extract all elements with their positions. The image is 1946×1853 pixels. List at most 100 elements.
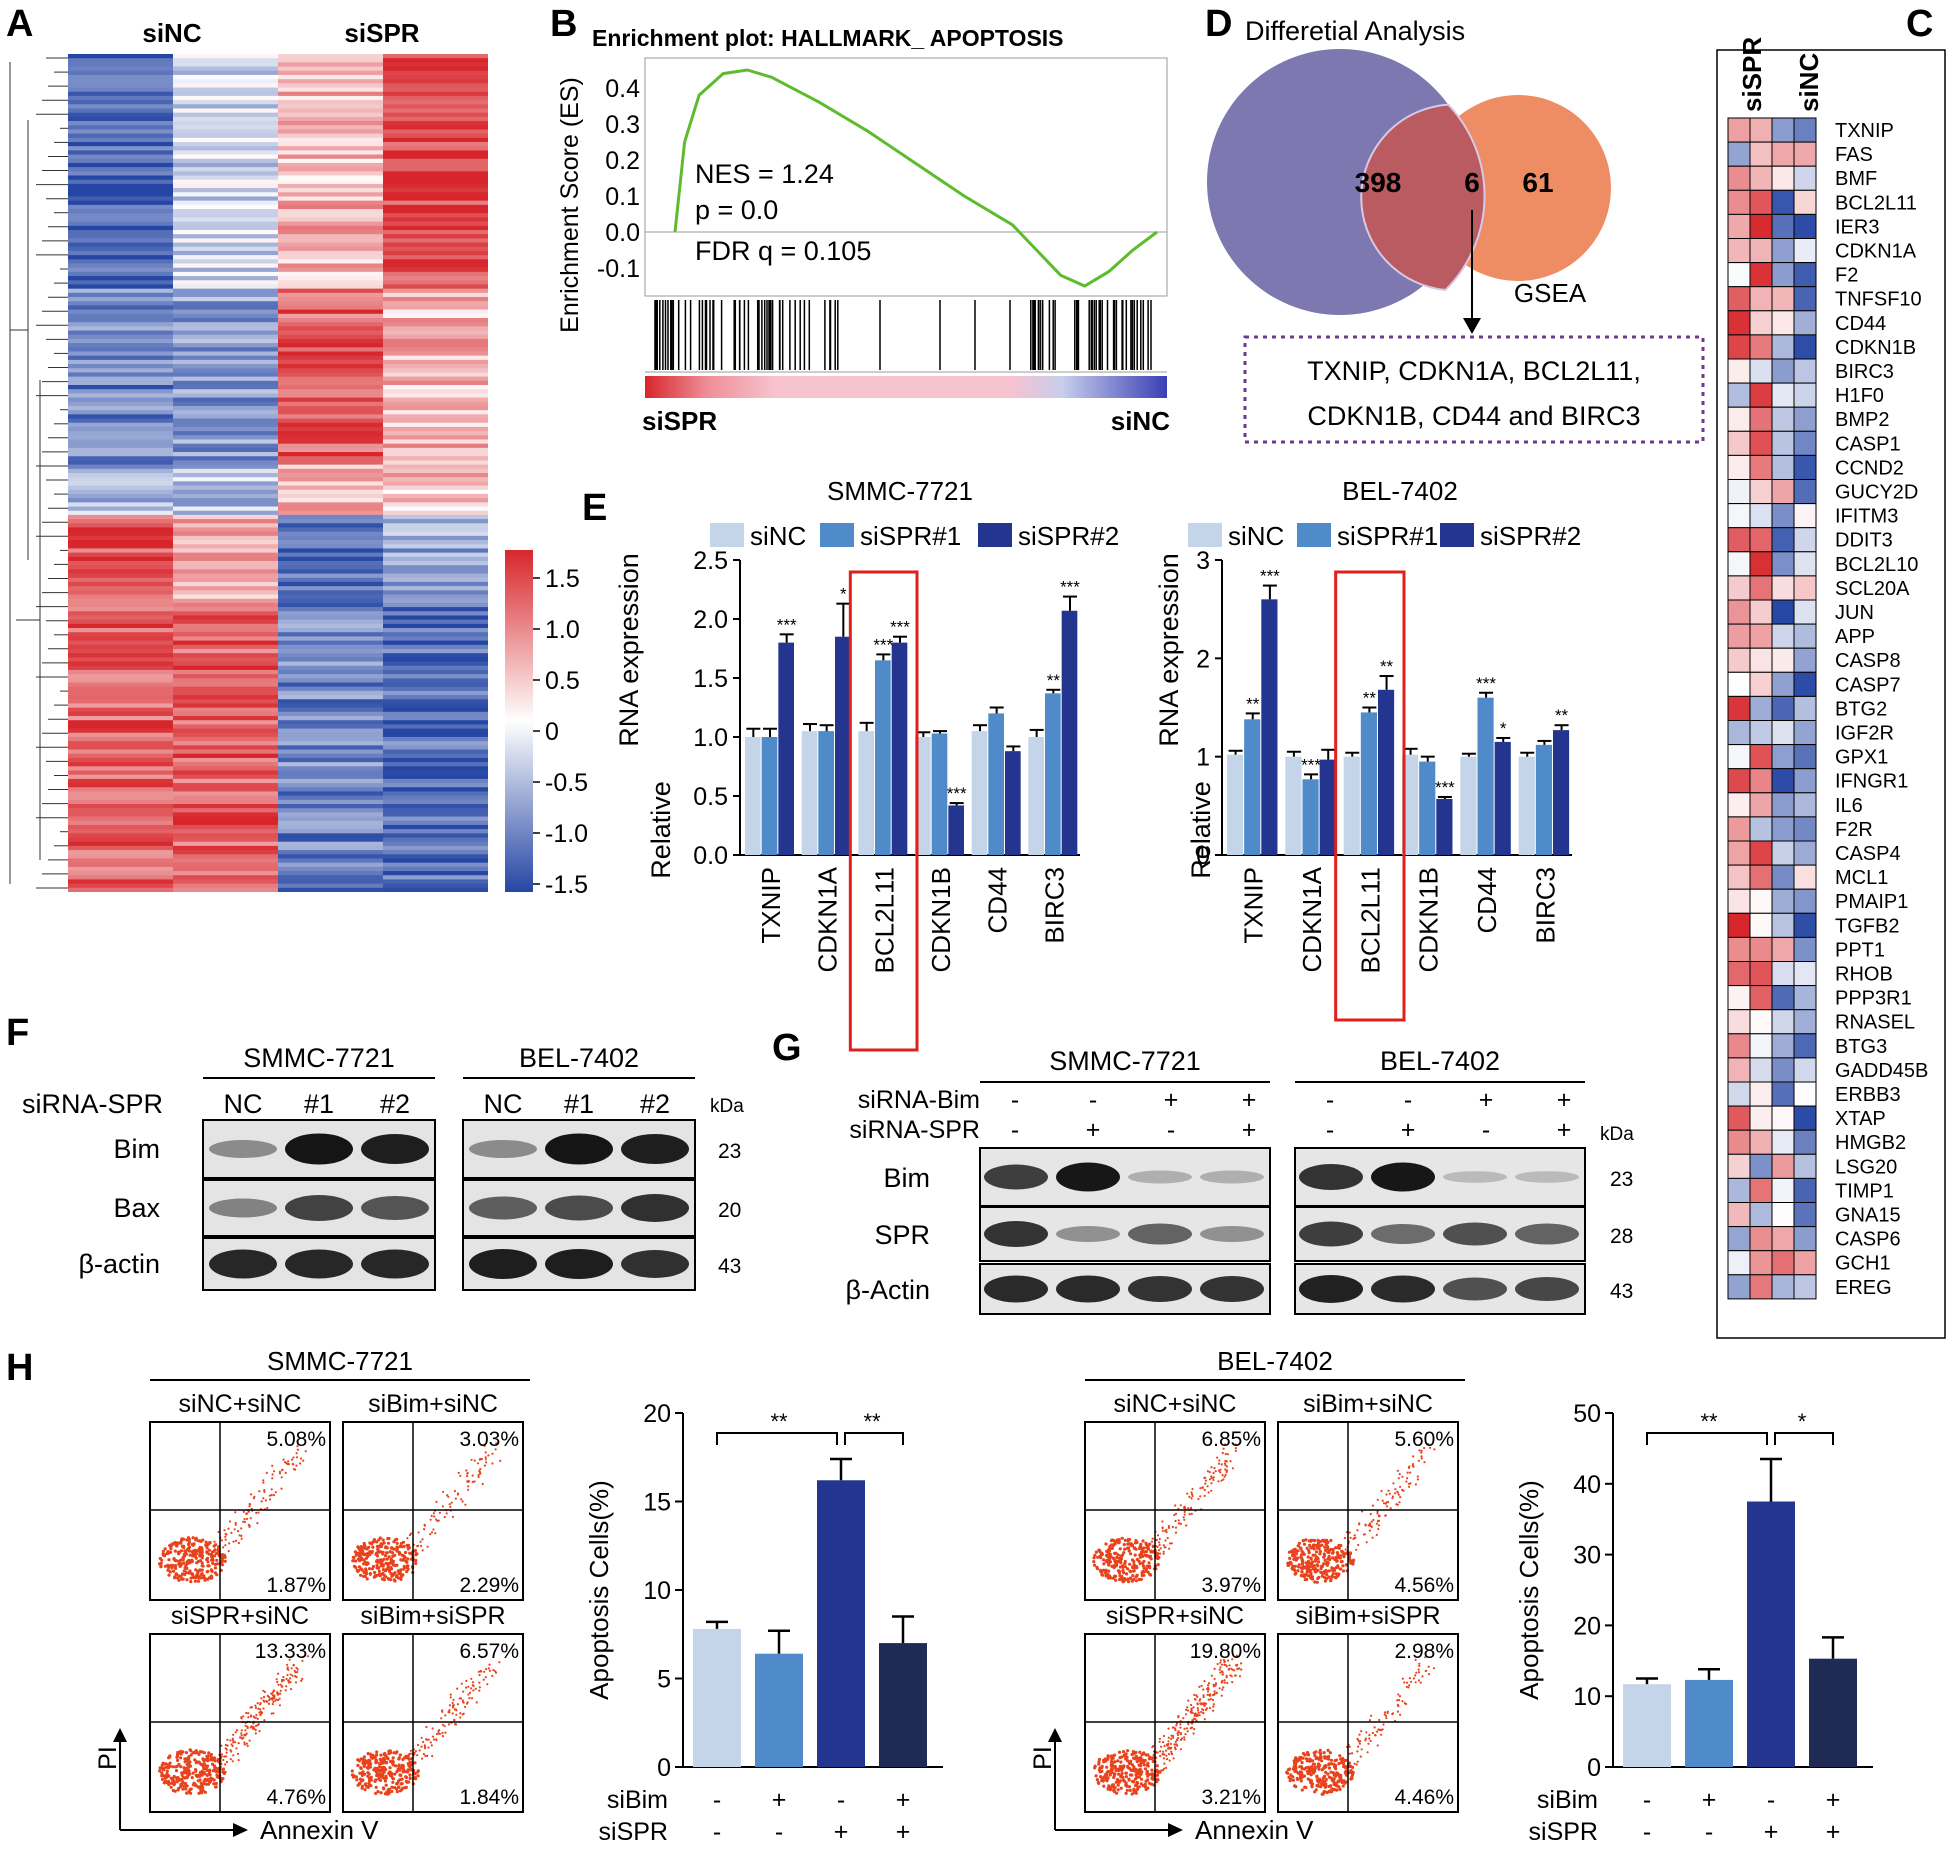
gene-heatmap-cell (1727, 647, 1751, 673)
flow-dot (1401, 1475, 1404, 1478)
flow-dot (1234, 1447, 1237, 1450)
flow-dot (214, 1766, 218, 1770)
legend-label: siSPR#2 (1480, 521, 1581, 551)
gene-label: CDKN1A (1835, 241, 1917, 263)
heatmap-cell (278, 640, 384, 646)
flow-dot (456, 1687, 459, 1690)
flow-dot (1134, 1541, 1138, 1545)
heatmap-cell (383, 418, 488, 424)
flow-dot (1178, 1522, 1181, 1525)
heatmap-cell (68, 322, 174, 327)
gene-heatmap-cell (1727, 936, 1751, 963)
gene-heatmap-cell (1793, 599, 1817, 625)
flow-dot (263, 1490, 266, 1493)
flow-dot (1116, 1569, 1121, 1573)
flow-dot (480, 1656, 483, 1659)
flow-dot (1138, 1544, 1143, 1548)
heatmap-cell (383, 527, 488, 533)
heatmap-cell (383, 766, 488, 772)
flow-dot (213, 1566, 218, 1570)
heatmap-cell (278, 695, 384, 700)
flow-dot (1162, 1544, 1165, 1547)
flow-dot (1301, 1756, 1305, 1760)
gene-label: BIRC3 (1835, 361, 1894, 383)
flow-dot (395, 1563, 399, 1567)
flow-dot (272, 1494, 276, 1497)
heatmap-cell (68, 887, 174, 892)
flow-dot (1172, 1757, 1175, 1760)
heatmap-cell (173, 456, 279, 462)
heatmap-cell (383, 297, 488, 302)
apoptosis-ytick-label: 10 (1573, 1683, 1601, 1711)
flow-dot (1134, 1789, 1138, 1793)
heatmap-cell (68, 121, 174, 126)
flow-dot (1126, 1577, 1130, 1581)
flow-dot (1102, 1784, 1106, 1788)
flow-dot (264, 1499, 267, 1502)
flow-dot (478, 1689, 481, 1692)
gene-label: RNASEL (1835, 1012, 1915, 1034)
flow-dot (1229, 1460, 1232, 1463)
flow-dot (1333, 1773, 1337, 1777)
heatmap-cell (278, 292, 384, 298)
heatmap-cell (383, 116, 488, 122)
heatmap-cell (68, 669, 174, 675)
flow-plot-label: siNC+siNC (1114, 1390, 1237, 1418)
flow-dot (207, 1548, 211, 1552)
flow-dot (1368, 1734, 1371, 1737)
flow-dot (391, 1554, 395, 1558)
flow-dot (1368, 1719, 1371, 1722)
flow-dot (1377, 1728, 1380, 1731)
gene-heatmap-cell (1793, 165, 1817, 191)
heatmap-cell (278, 200, 384, 206)
flow-q4-percent: 3.97% (1201, 1574, 1261, 1597)
flow-dot (1097, 1757, 1102, 1761)
flow-dot (222, 1546, 225, 1549)
flow-dot (1329, 1577, 1333, 1581)
gene-heatmap-cell (1727, 503, 1751, 529)
flow-dot (187, 1765, 191, 1769)
flow-dot (483, 1444, 486, 1447)
flow-dot (1221, 1679, 1224, 1682)
flow-dot (427, 1738, 430, 1741)
flow-dot (1401, 1700, 1404, 1703)
heatmap-cell (173, 548, 279, 554)
apoptosis-sign: - (1705, 1818, 1713, 1846)
heatmap-cell (68, 188, 174, 193)
heatmap-cell (173, 225, 279, 231)
gsea-left-label: siSPR (642, 406, 717, 436)
gene-label: PMAIP1 (1835, 891, 1908, 913)
heatmap-cell (278, 615, 384, 621)
qpcr-ytick-label: 1.0 (693, 724, 728, 752)
heatmap-cell (383, 799, 488, 805)
flow-dot (1143, 1758, 1147, 1763)
flow-dot (1132, 1559, 1136, 1564)
flow-dot (163, 1564, 167, 1568)
flow-dot (1332, 1762, 1336, 1766)
flow-dot (224, 1747, 227, 1750)
highlight-box-bcl2l11 (1334, 570, 1406, 1022)
flow-dot (459, 1474, 462, 1477)
flow-dot (184, 1563, 188, 1567)
heatmap-cell (278, 644, 384, 650)
qpcr-xtick-label: CD44 (1472, 867, 1502, 933)
flow-dot (414, 1750, 417, 1753)
gene-label: IFITM3 (1835, 506, 1898, 528)
heatmap-cell (68, 586, 174, 591)
flow-dot (1342, 1555, 1346, 1559)
heatmap-cell (383, 498, 488, 503)
gene-heatmap-cell (1793, 141, 1817, 167)
apoptosis-ytick-label: 20 (643, 1400, 671, 1428)
heatmap-cell (383, 548, 488, 554)
heatmap-cell (383, 560, 488, 566)
flow-dot (435, 1732, 439, 1736)
flow-dot (1344, 1769, 1348, 1773)
flow-dot (1230, 1675, 1233, 1678)
flow-dot (1109, 1539, 1114, 1543)
heatmap-cell (173, 263, 279, 269)
heatmap-cell (68, 850, 174, 855)
heatmap-cell (278, 334, 384, 340)
qpcr-ytick-label: 1.5 (693, 665, 728, 693)
flow-dot (1224, 1464, 1227, 1467)
heatmap-cell (68, 703, 174, 709)
